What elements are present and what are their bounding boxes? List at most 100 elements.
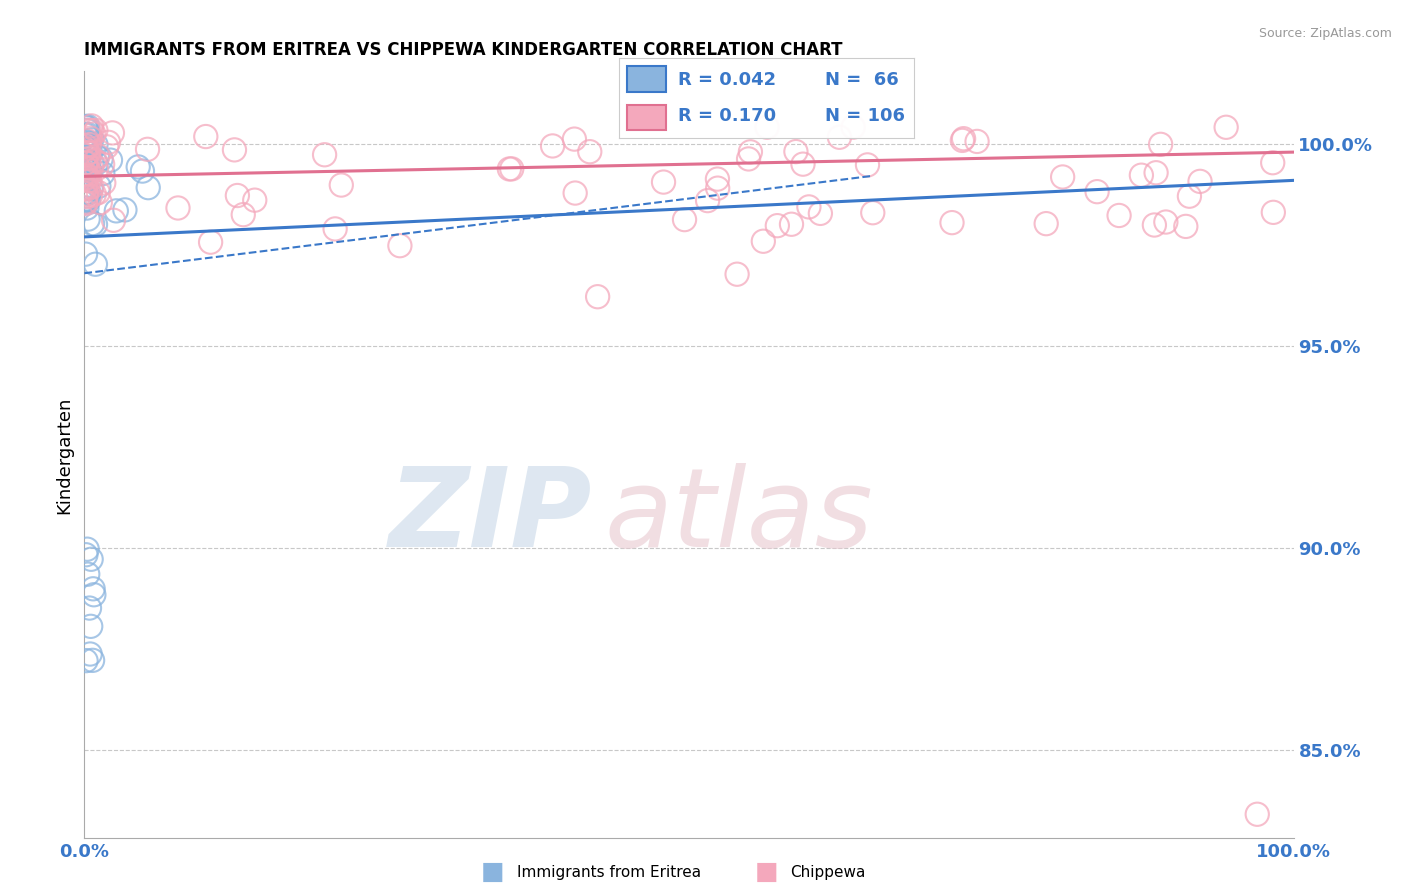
Point bbox=[673, 212, 696, 227]
Point bbox=[725, 267, 748, 281]
Point bbox=[76, 186, 98, 201]
Point bbox=[75, 179, 97, 194]
Point bbox=[194, 129, 217, 144]
Point bbox=[167, 201, 190, 215]
Point bbox=[696, 194, 718, 208]
Point bbox=[76, 128, 98, 142]
Point bbox=[1154, 215, 1177, 229]
Point bbox=[1035, 217, 1057, 231]
Text: Chippewa: Chippewa bbox=[790, 865, 866, 880]
Point bbox=[75, 139, 97, 153]
Point bbox=[706, 172, 728, 186]
Point bbox=[1130, 168, 1153, 182]
Point bbox=[77, 123, 100, 137]
Text: ■: ■ bbox=[755, 861, 778, 884]
Point bbox=[76, 182, 98, 196]
Point bbox=[83, 588, 105, 602]
Point bbox=[314, 147, 336, 161]
Point bbox=[82, 653, 104, 667]
Point bbox=[498, 161, 520, 176]
Point bbox=[103, 213, 125, 227]
Point bbox=[828, 130, 851, 145]
Point bbox=[97, 136, 120, 150]
Point bbox=[1108, 209, 1130, 223]
Point bbox=[76, 164, 98, 178]
Point bbox=[76, 142, 98, 156]
Point bbox=[79, 137, 101, 152]
Point bbox=[75, 140, 97, 154]
Point bbox=[76, 120, 98, 135]
Point bbox=[101, 126, 124, 140]
Point bbox=[75, 120, 97, 134]
Point bbox=[75, 136, 97, 151]
Point bbox=[706, 181, 728, 195]
Point bbox=[243, 193, 266, 207]
Point bbox=[75, 157, 97, 171]
Point bbox=[77, 149, 100, 163]
Point bbox=[75, 148, 97, 162]
Point bbox=[79, 136, 101, 150]
Point bbox=[79, 164, 101, 178]
Text: N =  66: N = 66 bbox=[825, 71, 898, 89]
Point bbox=[77, 171, 100, 186]
Point bbox=[75, 128, 97, 142]
Point bbox=[792, 157, 814, 171]
Point bbox=[564, 132, 586, 146]
Point bbox=[136, 180, 159, 194]
Point bbox=[752, 234, 775, 248]
Point bbox=[76, 192, 98, 206]
Point bbox=[756, 120, 779, 135]
Point bbox=[652, 175, 675, 189]
Point bbox=[1143, 218, 1166, 232]
Point bbox=[200, 235, 222, 249]
Point bbox=[75, 156, 97, 170]
Point bbox=[1085, 185, 1108, 199]
Point bbox=[75, 190, 97, 204]
Text: atlas: atlas bbox=[605, 463, 873, 570]
Text: Immigrants from Eritrea: Immigrants from Eritrea bbox=[517, 865, 702, 880]
Point bbox=[1149, 137, 1171, 152]
Point bbox=[75, 548, 97, 562]
Point bbox=[80, 619, 103, 633]
Point bbox=[100, 153, 122, 168]
Point bbox=[740, 145, 762, 159]
Point bbox=[127, 160, 149, 174]
Point bbox=[79, 647, 101, 661]
Point bbox=[578, 145, 600, 159]
Point bbox=[82, 582, 104, 596]
Point bbox=[1174, 219, 1197, 234]
Point bbox=[76, 567, 98, 582]
Point bbox=[75, 654, 97, 668]
Point bbox=[91, 157, 114, 171]
Text: ■: ■ bbox=[481, 861, 503, 884]
Point bbox=[76, 134, 98, 148]
Point bbox=[80, 119, 103, 133]
Point bbox=[323, 222, 346, 236]
Point bbox=[501, 161, 523, 176]
Point bbox=[91, 167, 114, 181]
Point bbox=[586, 290, 609, 304]
Point bbox=[77, 212, 100, 227]
Point bbox=[1144, 166, 1167, 180]
Point bbox=[87, 179, 110, 194]
Point bbox=[75, 173, 97, 187]
Point bbox=[136, 142, 159, 156]
Point bbox=[226, 188, 249, 202]
Point bbox=[76, 201, 98, 215]
Point bbox=[89, 195, 111, 210]
Point bbox=[76, 145, 98, 159]
Point bbox=[84, 137, 107, 152]
Point bbox=[77, 145, 100, 160]
Point bbox=[86, 150, 108, 164]
Point bbox=[1261, 155, 1284, 169]
Point bbox=[76, 161, 98, 176]
Text: IMMIGRANTS FROM ERITREA VS CHIPPEWA KINDERGARTEN CORRELATION CHART: IMMIGRANTS FROM ERITREA VS CHIPPEWA KIND… bbox=[84, 41, 842, 59]
Point bbox=[79, 173, 101, 187]
Point bbox=[82, 157, 104, 171]
Point bbox=[75, 195, 97, 210]
Point bbox=[79, 189, 101, 203]
Point bbox=[84, 123, 107, 137]
Point bbox=[76, 168, 98, 182]
Point bbox=[1178, 189, 1201, 203]
Point bbox=[862, 205, 884, 219]
